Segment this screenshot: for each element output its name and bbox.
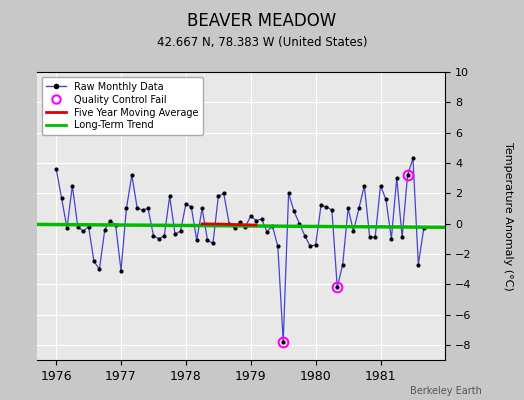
Text: Berkeley Earth: Berkeley Earth bbox=[410, 386, 482, 396]
Text: Temperature Anomaly (°C): Temperature Anomaly (°C) bbox=[503, 142, 514, 290]
Legend: Raw Monthly Data, Quality Control Fail, Five Year Moving Average, Long-Term Tren: Raw Monthly Data, Quality Control Fail, … bbox=[41, 77, 203, 135]
Text: BEAVER MEADOW: BEAVER MEADOW bbox=[188, 12, 336, 30]
Text: 42.667 N, 78.383 W (United States): 42.667 N, 78.383 W (United States) bbox=[157, 36, 367, 49]
